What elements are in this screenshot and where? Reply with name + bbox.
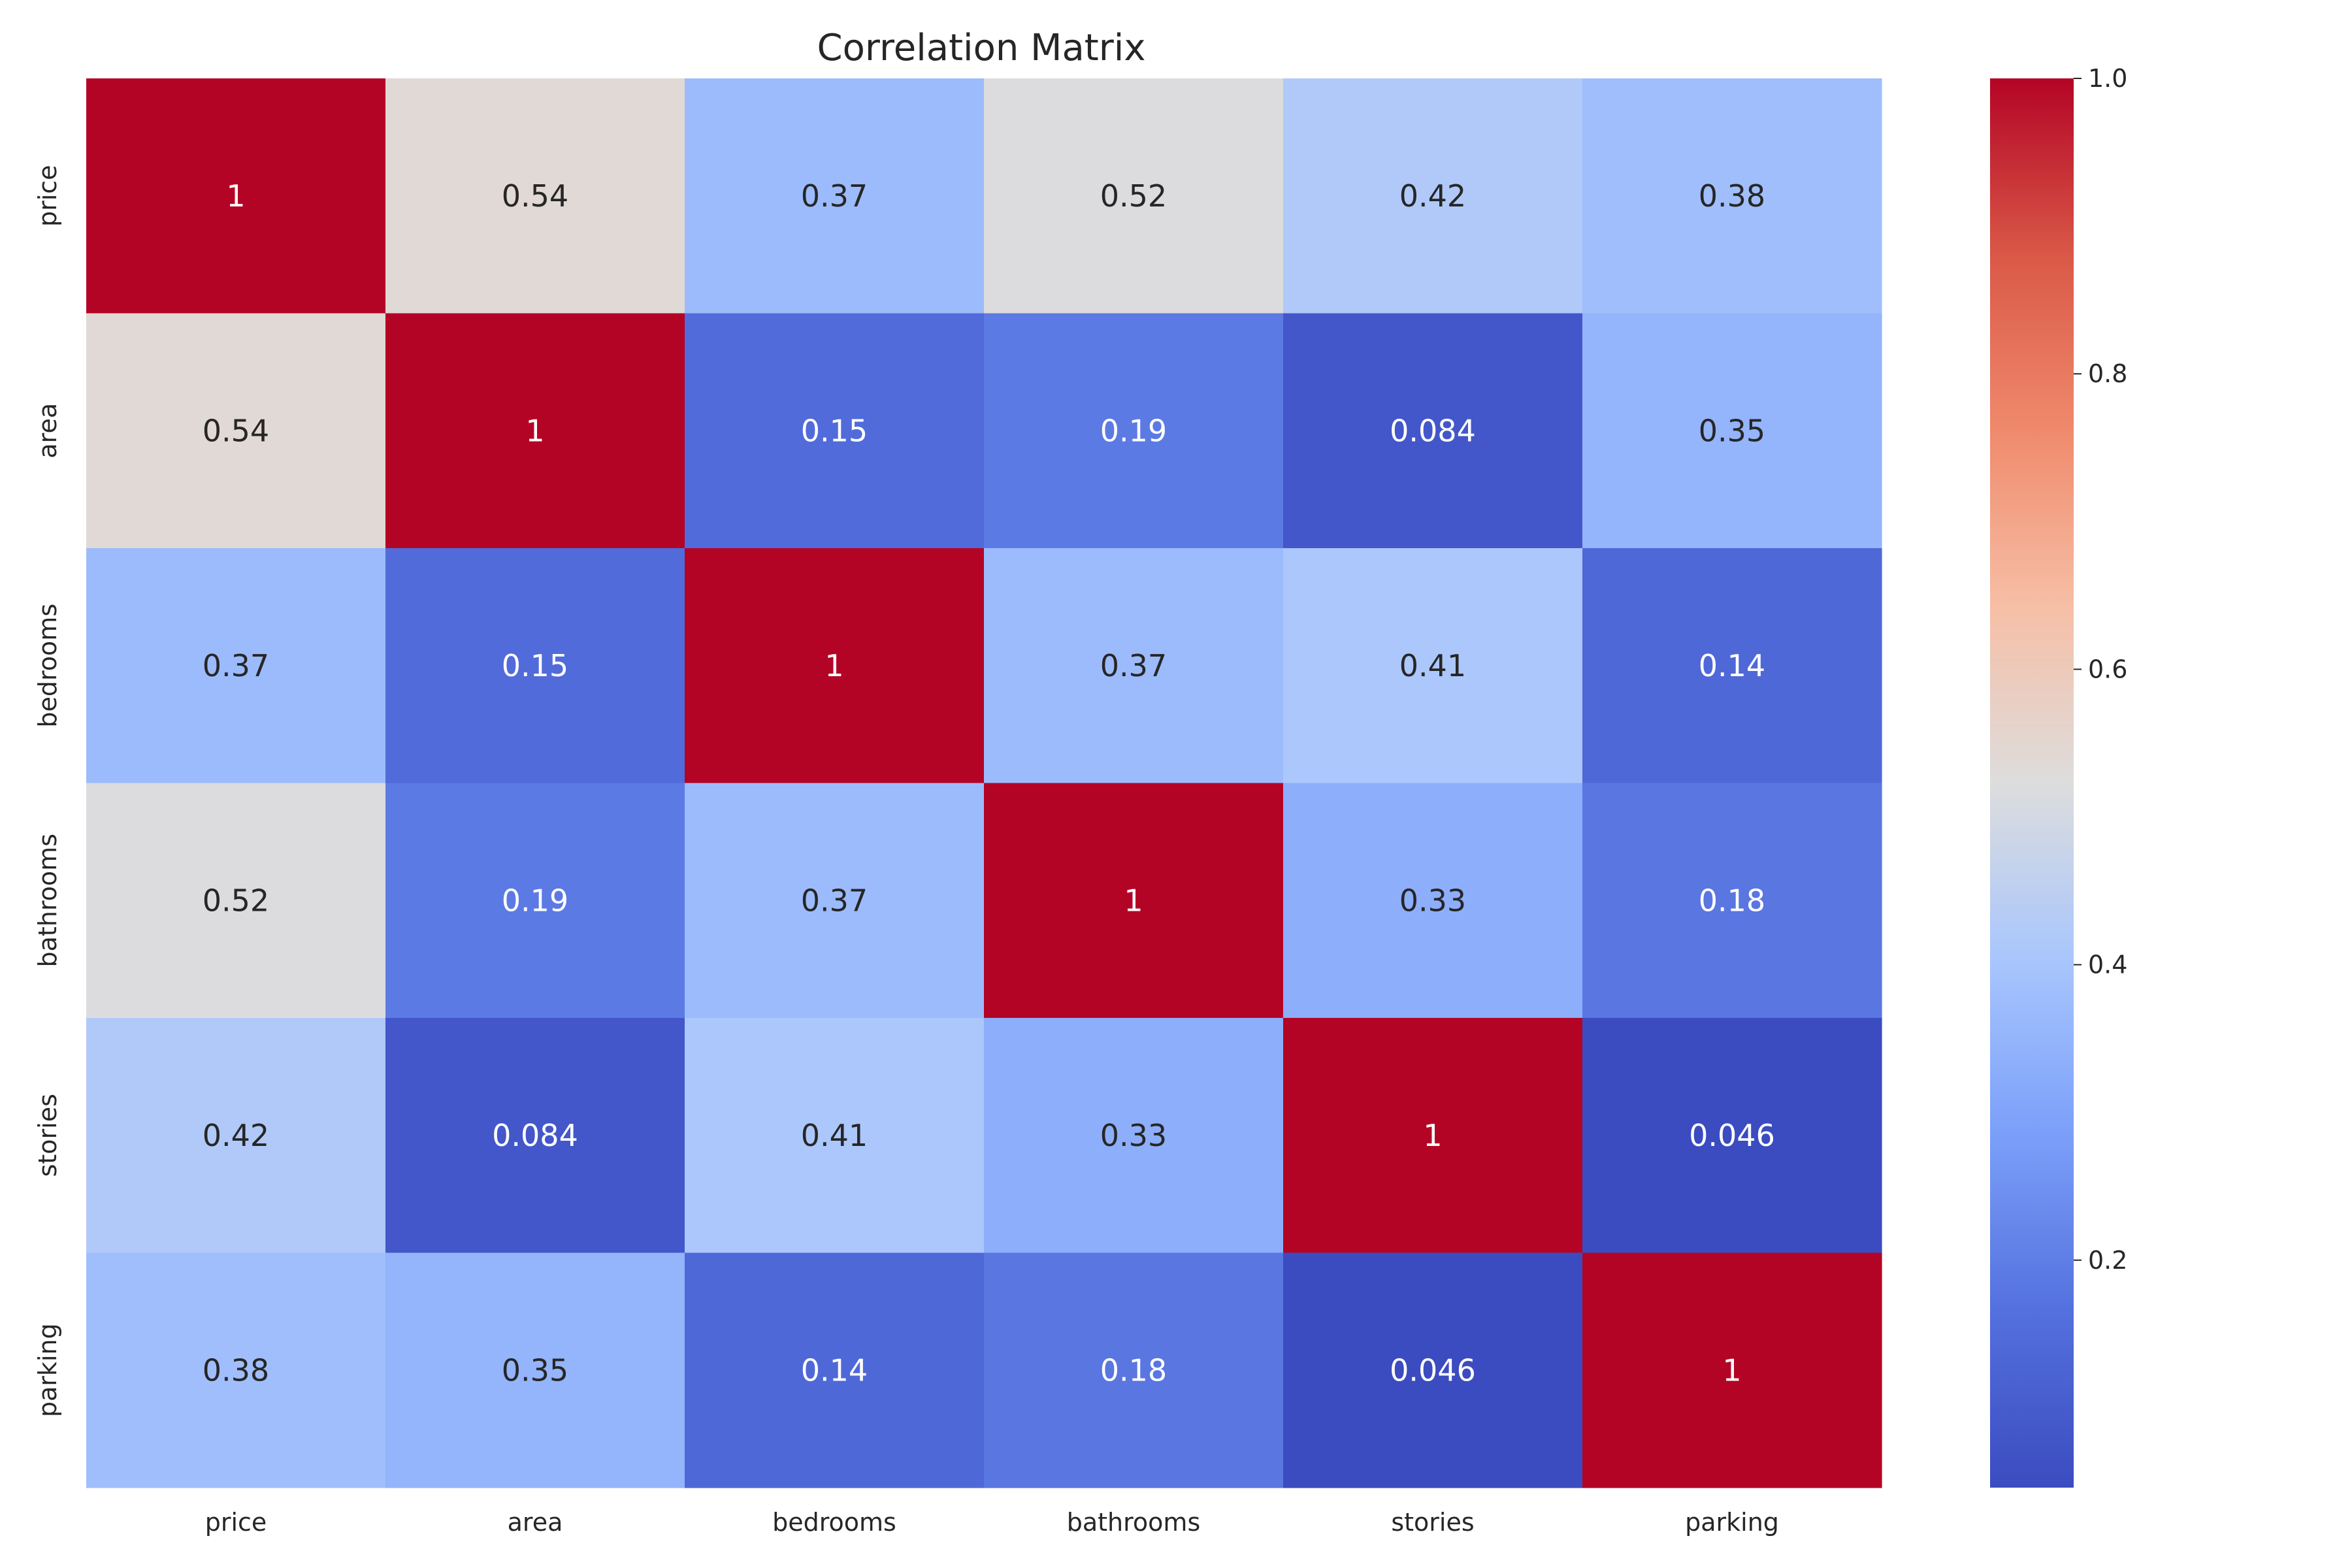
heatmap-cell-bathrooms-parking (1582, 783, 1882, 1019)
cell-value-label: 0.084 (492, 1118, 578, 1153)
cell-value-label: 0.18 (1100, 1352, 1167, 1388)
cell-value-label: 0.54 (502, 178, 568, 214)
cell-value-label: 0.41 (1399, 648, 1466, 683)
heatmap-cell-parking-stories (1283, 1252, 1583, 1488)
cell-value-label: 0.52 (1100, 178, 1167, 214)
heatmap-cell-area-bedrooms (685, 313, 985, 549)
heatmap-cell-bathrooms-bedrooms (685, 783, 985, 1019)
cell-value-label: 1 (1423, 1118, 1442, 1153)
heatmap-cell-bathrooms-area (385, 783, 685, 1019)
heatmap-cell-area-area (385, 313, 685, 549)
heatmap-cell-bedrooms-price (86, 548, 386, 784)
x-tick-label-area: area (508, 1508, 563, 1537)
heatmap-cell-bedrooms-bathrooms (984, 548, 1284, 784)
heatmap-cells (86, 78, 1882, 1488)
heatmap-cell-stories-parking (1582, 1018, 1882, 1254)
heatmap-cell-stories-price (86, 1018, 386, 1254)
heatmap-cell-parking-bathrooms (984, 1252, 1284, 1488)
cell-value-label: 0.14 (801, 1352, 868, 1388)
y-tick-label-area: area (33, 403, 62, 459)
x-tick-label-parking: parking (1685, 1508, 1779, 1537)
cell-value-label: 0.35 (1699, 413, 1765, 448)
heatmap-cell-bedrooms-parking (1582, 548, 1882, 784)
cell-value-label: 0.33 (1399, 883, 1466, 918)
colorbar-tick-label: 0.6 (2088, 655, 2127, 683)
y-tick-label-stories: stories (33, 1094, 62, 1177)
heatmap-cell-area-parking (1582, 313, 1882, 549)
cell-value-label: 1 (1722, 1352, 1741, 1388)
cell-value-label: 0.42 (203, 1118, 269, 1153)
colorbar-tick-label: 0.2 (2088, 1246, 2127, 1275)
heatmap-cell-parking-parking (1582, 1252, 1882, 1488)
cell-value-label: 0.38 (203, 1352, 269, 1388)
heatmap-cell-price-bathrooms (984, 78, 1284, 314)
x-tick-label-bedrooms: bedrooms (772, 1508, 896, 1537)
heatmap-cell-price-bedrooms (685, 78, 985, 314)
heatmap-cell-bedrooms-bedrooms (685, 548, 985, 784)
heatmap-cell-parking-price (86, 1252, 386, 1488)
x-tick-label-bathrooms: bathrooms (1067, 1508, 1201, 1537)
heatmap-cell-price-stories (1283, 78, 1583, 314)
y-axis-tick-labels: price area bedrooms bathrooms stories parking (33, 165, 62, 1417)
cell-value-label: 0.42 (1399, 178, 1466, 214)
heatmap-cell-stories-area (385, 1018, 685, 1254)
heatmap-cell-parking-area (385, 1252, 685, 1488)
cell-value-label: 0.54 (203, 413, 269, 448)
cell-value-label: 0.35 (502, 1352, 568, 1388)
cell-value-labels: 1 0.54 0.37 0.52 0.42 0.38 0.54 1 0.15 0.19 0.084 0… (203, 178, 1775, 1388)
cell-value-label: 0.18 (1699, 883, 1765, 918)
heatmap-cell-bedrooms-stories (1283, 548, 1583, 784)
y-tick-label-price: price (33, 165, 62, 227)
cell-value-label: 0.14 (1699, 648, 1765, 683)
cell-value-label: 1 (226, 178, 245, 214)
chart-title: Correlation Matrix (817, 27, 1146, 69)
cell-value-label: 0.41 (801, 1118, 868, 1153)
heatmap-cell-parking-bedrooms (685, 1252, 985, 1488)
heatmap-cell-stories-bathrooms (984, 1018, 1284, 1254)
cell-value-label: 0.19 (1100, 413, 1167, 448)
colorbar: 0.2 0.4 0.6 0.8 1.0 (1990, 64, 2127, 1488)
cell-value-label: 0.15 (502, 648, 568, 683)
cell-value-label: 0.046 (1689, 1118, 1775, 1153)
heatmap-cell-bathrooms-stories (1283, 783, 1583, 1019)
heatmap-cell-price-price (86, 78, 386, 314)
heatmap-cell-price-parking (1582, 78, 1882, 314)
cell-value-label: 0.33 (1100, 1118, 1167, 1153)
heatmap-cell-price-area (385, 78, 685, 314)
cell-value-label: 0.084 (1390, 413, 1476, 448)
cell-value-label: 0.37 (1100, 648, 1167, 683)
heatmap-cell-area-stories (1283, 313, 1583, 549)
heatmap-cell-bathrooms-bathrooms (984, 783, 1284, 1019)
cell-value-label: 0.19 (502, 883, 568, 918)
y-tick-label-bathrooms: bathrooms (33, 834, 62, 968)
heatmap-cell-stories-stories (1283, 1018, 1583, 1254)
cell-value-label: 0.37 (801, 178, 868, 214)
x-axis-tick-labels: price area bedrooms bathrooms stories parking (205, 1508, 1779, 1537)
cell-value-label: 0.046 (1390, 1352, 1476, 1388)
cell-value-label: 0.15 (801, 413, 868, 448)
heatmap-cell-bathrooms-price (86, 783, 386, 1019)
cell-value-label: 0.37 (801, 883, 868, 918)
heatmap-cell-bedrooms-area (385, 548, 685, 784)
y-tick-label-parking: parking (33, 1323, 62, 1417)
x-tick-label-stories: stories (1391, 1508, 1474, 1537)
x-tick-label-price: price (205, 1508, 267, 1537)
heatmap-cell-stories-bedrooms (685, 1018, 985, 1254)
cell-value-label: 1 (525, 413, 544, 448)
cell-value-label: 1 (1124, 883, 1143, 918)
cell-value-label: 0.37 (203, 648, 269, 683)
heatmap-cell-area-bathrooms (984, 313, 1284, 549)
colorbar-gradient (1990, 78, 2074, 1488)
colorbar-tick-label: 0.4 (2088, 951, 2127, 979)
heatmap-cell-area-price (86, 313, 386, 549)
cell-value-label: 0.52 (203, 883, 269, 918)
colorbar-tick-label: 1.0 (2088, 64, 2127, 93)
y-tick-label-bedrooms: bedrooms (33, 604, 62, 728)
colorbar-tick-label: 0.8 (2088, 359, 2127, 388)
cell-value-label: 0.38 (1699, 178, 1765, 214)
cell-value-label: 1 (825, 648, 843, 683)
